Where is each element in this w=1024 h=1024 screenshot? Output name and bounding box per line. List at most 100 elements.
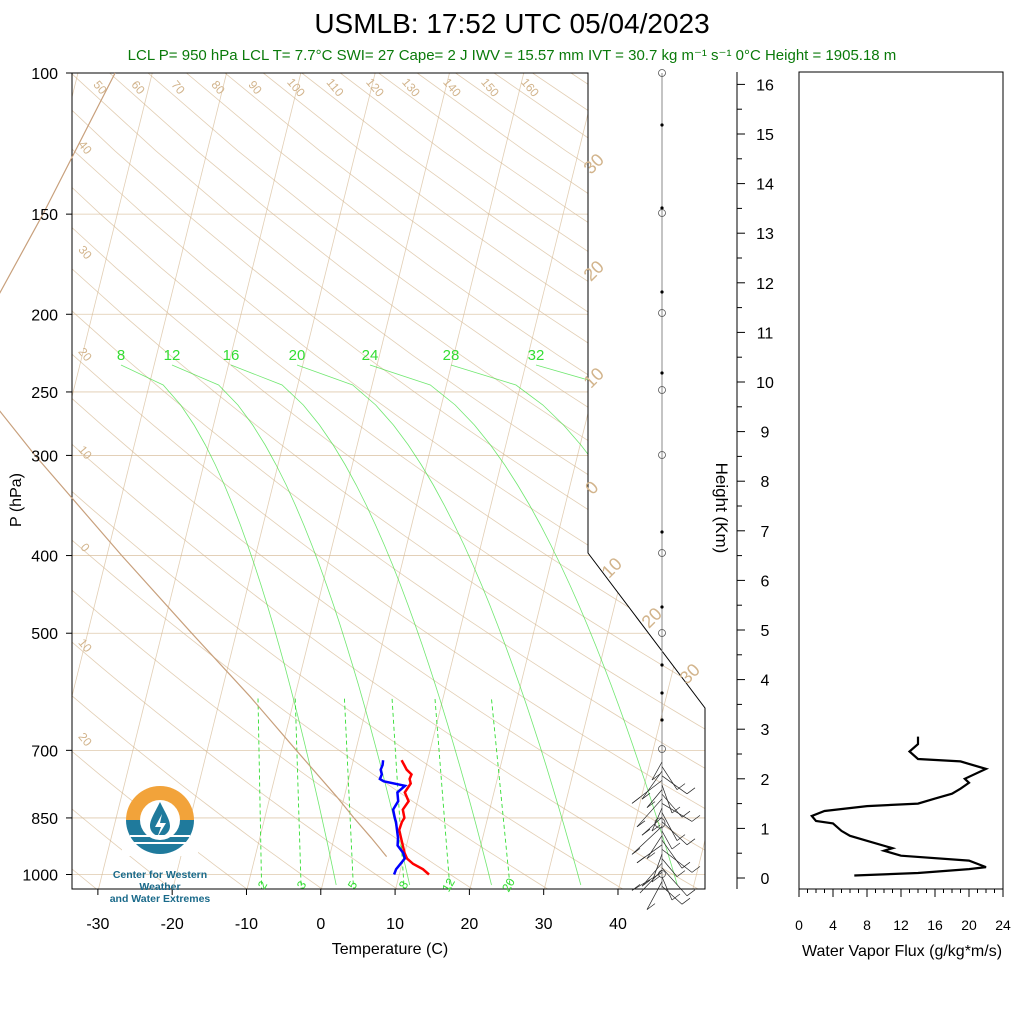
wind-barb: [661, 858, 678, 877]
wind-barb-flag: [651, 824, 661, 832]
height-tick-label: 0: [761, 871, 770, 888]
wind-barb: [639, 869, 663, 894]
chart-title: USMLB: 17:52 UTC 05/04/2023: [314, 8, 710, 39]
flux-tick-label: 8: [863, 917, 871, 933]
mixing-ratio-label: 16: [223, 347, 240, 364]
y-axis-label: P (hPa): [8, 473, 25, 527]
dry-adiabat-line: [72, 73, 703, 889]
isotherm-line: [617, 73, 705, 889]
water-vapor-flux-line: [809, 736, 990, 877]
wind-barb: [646, 835, 663, 859]
wind-barb-flag: [651, 875, 661, 883]
flux-tick-label: 24: [995, 917, 1011, 933]
moist-adiabat-line: [369, 364, 678, 886]
mixing-ratio-label: 12: [439, 875, 458, 894]
wind-barb: [661, 812, 678, 841]
wind-level-dot: [660, 371, 664, 375]
wind-barb-flag: [651, 773, 661, 781]
wind-barb-flag: [691, 866, 701, 873]
x-tick-label: 0: [316, 916, 325, 933]
isotherm-label: 30: [676, 660, 704, 688]
y-tick-label: 850: [31, 811, 58, 828]
isotherm-line: [320, 73, 525, 889]
height-tick-label: 7: [761, 524, 770, 541]
dry-adiabat-line: [725, 73, 1024, 892]
isotherm-line: [0, 73, 4, 891]
isotherm-line: [72, 73, 227, 889]
flux-tick-label: 16: [927, 917, 943, 933]
y-tick-label: 500: [31, 626, 58, 643]
adiabat-label: 100: [284, 75, 308, 100]
x-tick-label: 20: [460, 916, 478, 933]
adiabat-label: 160: [518, 75, 542, 100]
isotherm-label: 20: [580, 257, 608, 285]
wind-barb-flag: [681, 861, 691, 869]
dry-adiabat-line: [72, 73, 705, 889]
y-tick-label: 200: [31, 307, 58, 324]
calm-wind-circle: [658, 629, 666, 637]
dry-adiabat-line: [72, 73, 705, 889]
mixing-ratio-line: [343, 696, 355, 889]
wind-barb: [636, 798, 663, 828]
dry-adiabat-line: [802, 73, 1024, 892]
wind-barb-flag: [636, 820, 646, 828]
adiabat-label: 40: [75, 138, 95, 157]
mixing-ratio-line: [490, 696, 511, 889]
wind-barb: [661, 867, 688, 897]
dry-adiabat-line: [72, 73, 402, 889]
wind-barb-flag: [646, 852, 656, 859]
wind-barb-flag: [631, 848, 641, 855]
adiabat-label: 60: [128, 78, 148, 97]
dry-adiabat-line: [72, 73, 705, 889]
wind-level-dot: [660, 663, 664, 667]
isotherm-line: [394, 73, 599, 889]
wind-barb-flag: [641, 792, 651, 800]
dry-adiabat-line: [647, 73, 705, 889]
wind-barb: [651, 761, 663, 781]
height-tick-label: 15: [756, 127, 774, 144]
wind-level-dot: [660, 290, 664, 294]
wind-barb: [661, 830, 673, 850]
wind-barb-flag: [631, 884, 641, 891]
wind-barb-flag: [631, 797, 641, 804]
height-tick-label: 10: [756, 375, 774, 392]
wind-barb-flag: [646, 801, 656, 808]
dry-adiabat-line: [72, 73, 477, 889]
logo-icon: [122, 786, 198, 856]
flux-tick-label: 12: [893, 917, 909, 933]
wind-level-dot: [660, 718, 664, 722]
wind-barb-flag: [676, 783, 686, 790]
isotherm-line: [246, 73, 450, 889]
height-tick-label: 13: [756, 226, 774, 243]
chart-subtitle: LCL P= 950 hPa LCL T= 7.7°C SWI= 27 Cape…: [127, 47, 897, 64]
isotherm-line: [767, 73, 970, 891]
wind-level-dot: [660, 691, 664, 695]
y-tick-label: 250: [31, 385, 58, 402]
temperature-line: [397, 759, 430, 876]
mixing-ratio-line: [434, 696, 451, 889]
height-tick-label: 12: [756, 276, 774, 293]
dry-adiabat-line: [263, 73, 705, 889]
moist-adiabat-line: [120, 364, 337, 886]
dry-adiabat-line: [609, 73, 705, 889]
y-tick-label: 400: [31, 549, 58, 566]
logo-line-2: and Water Extremes: [109, 893, 211, 905]
dry-adiabat-line: [72, 73, 705, 889]
dry-adiabat-line: [378, 73, 705, 889]
isotherm-label: 10: [598, 554, 626, 582]
mixing-ratio-label: 8: [117, 347, 125, 364]
logo-line-1: Center for Western Weather: [112, 869, 208, 893]
calm-wind-circle: [658, 309, 666, 317]
calm-wind-circle: [658, 209, 666, 217]
flux-tick-label: 0: [795, 917, 803, 933]
dry-adiabat-line: [72, 73, 628, 889]
wind-barb-flag: [686, 838, 696, 846]
calm-wind-circle: [658, 451, 666, 459]
height-tick-label: 5: [761, 623, 770, 640]
wind-barb: [661, 803, 693, 822]
x-tick-label: 40: [609, 916, 627, 933]
mixing-ratio-label: 32: [528, 347, 545, 364]
wind-barb-flag: [686, 889, 696, 897]
dry-adiabat-line: [455, 73, 705, 889]
wind-barb: [646, 789, 663, 808]
